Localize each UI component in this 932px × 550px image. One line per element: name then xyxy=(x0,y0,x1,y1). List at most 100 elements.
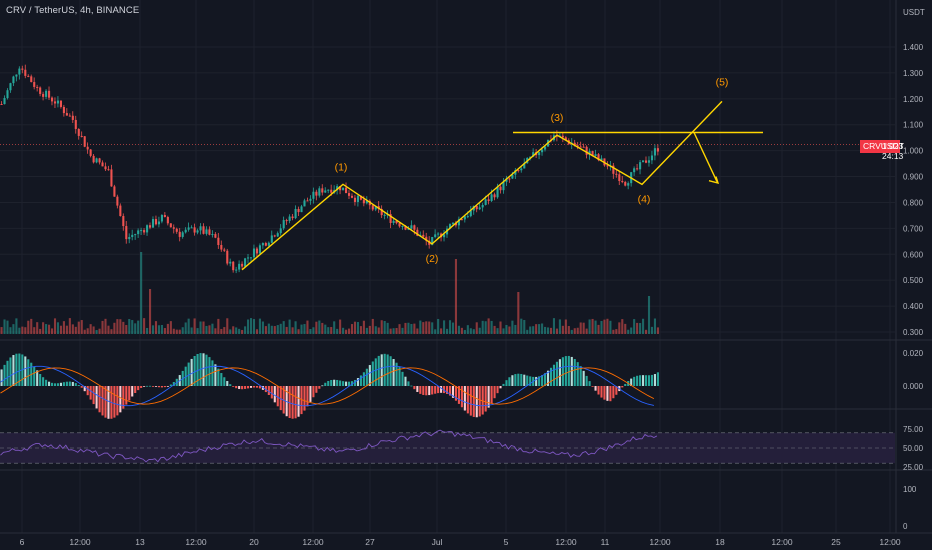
macd-bar xyxy=(116,386,119,416)
macd-bar xyxy=(166,386,169,387)
macd-bar xyxy=(190,358,193,386)
candle-body xyxy=(288,216,291,221)
volume-bar xyxy=(350,324,354,334)
macd-bar xyxy=(419,386,422,394)
volume-bar xyxy=(244,326,247,334)
candle-body xyxy=(425,236,428,241)
volume-bar xyxy=(202,321,205,334)
macd-bar xyxy=(558,359,561,386)
candle-body xyxy=(621,181,624,183)
candle-body xyxy=(457,219,460,226)
volume-bar xyxy=(143,318,146,334)
time-axis[interactable]: 6 12:00 13 12:00 20 12:00 27 Jul 5 12:00 11 12:00 18… xyxy=(20,537,901,547)
macd-bar xyxy=(297,386,300,417)
candle-body xyxy=(306,200,309,202)
macd-bar xyxy=(621,386,624,388)
volume-bar xyxy=(258,318,261,334)
volume-bar xyxy=(650,326,654,334)
candle-body xyxy=(342,187,345,191)
candle-body xyxy=(276,233,279,237)
volume-bar xyxy=(538,324,541,334)
candle-body xyxy=(282,220,285,229)
macd-bar xyxy=(630,378,633,386)
candle-body xyxy=(128,237,131,240)
macd-bar xyxy=(505,380,508,386)
wave-label: (3) xyxy=(551,112,564,124)
volume-bar xyxy=(214,328,217,334)
volume-bar xyxy=(169,321,172,334)
candle-body xyxy=(255,248,259,254)
candle-body xyxy=(398,223,401,227)
macd-bar xyxy=(151,386,155,387)
macd-bar xyxy=(238,386,241,390)
volume-bar xyxy=(9,327,12,334)
macd-pane xyxy=(0,353,659,419)
volume-bars xyxy=(0,252,659,334)
volume-bar xyxy=(86,328,89,334)
volume-bar xyxy=(59,325,62,334)
volume-bar xyxy=(223,327,226,334)
candle-body xyxy=(496,186,499,198)
price-tick-label: 0.700 xyxy=(903,224,924,233)
candle-body xyxy=(235,269,238,271)
candle-body xyxy=(469,210,472,217)
volume-bar xyxy=(27,320,30,334)
candle-body xyxy=(493,194,496,198)
rsi-pane xyxy=(0,429,895,464)
candle-body xyxy=(77,128,80,136)
volume-bar xyxy=(368,325,371,334)
volume-bar xyxy=(134,323,137,334)
volume-bar xyxy=(39,328,42,334)
volume-bar xyxy=(238,328,241,334)
candle-body xyxy=(460,219,463,221)
candle-body xyxy=(199,226,202,231)
volume-bar xyxy=(12,324,15,334)
macd-bar xyxy=(573,359,576,386)
candle-body xyxy=(520,168,523,171)
volume-bar xyxy=(656,327,659,334)
macd-bar xyxy=(546,370,550,386)
macd-bar xyxy=(101,386,104,416)
candle-body xyxy=(232,261,235,271)
candle-body xyxy=(50,97,54,102)
candle-body xyxy=(615,173,618,175)
volume-bar xyxy=(627,329,630,334)
candle-body xyxy=(261,243,264,246)
macd-bar xyxy=(217,368,220,386)
macd-bar xyxy=(359,375,362,386)
macd-bar xyxy=(451,386,455,398)
macd-bar xyxy=(223,377,226,386)
volume-bar xyxy=(285,326,288,334)
price-axis[interactable]: USDT 1.400 1.300 1.200 1.100 1.000 0.900 0.800 0… xyxy=(903,8,925,531)
macd-bar xyxy=(276,386,279,407)
volume-bar xyxy=(481,320,484,334)
macd-bar xyxy=(425,386,428,396)
macd-bar xyxy=(113,386,116,418)
macd-bar xyxy=(184,366,187,386)
volume-bar xyxy=(315,321,318,334)
macd-bar xyxy=(143,386,146,387)
candle-body xyxy=(36,86,39,88)
volume-bar xyxy=(600,320,603,334)
candle-body xyxy=(48,90,51,98)
volume-bar xyxy=(484,321,487,334)
macd-bar xyxy=(50,382,54,386)
elliott-wave-drawing[interactable]: (1) (2) (3) (4) (5) xyxy=(241,76,763,271)
volume-bar xyxy=(92,326,95,334)
candle-body xyxy=(83,136,86,147)
macd-bar xyxy=(511,375,514,386)
candle-body xyxy=(653,148,656,156)
macd-bar xyxy=(481,386,484,415)
candle-body xyxy=(273,235,276,237)
candle-body xyxy=(529,156,532,158)
macd-bar xyxy=(24,356,27,386)
candle-body xyxy=(315,191,318,196)
macd-bar xyxy=(644,375,648,386)
macd-bar xyxy=(279,386,282,411)
macd-bar xyxy=(434,386,437,394)
volume-bar xyxy=(137,320,140,334)
macd-bar xyxy=(520,373,523,386)
macd-bar xyxy=(149,385,152,387)
candle-body xyxy=(9,83,12,91)
